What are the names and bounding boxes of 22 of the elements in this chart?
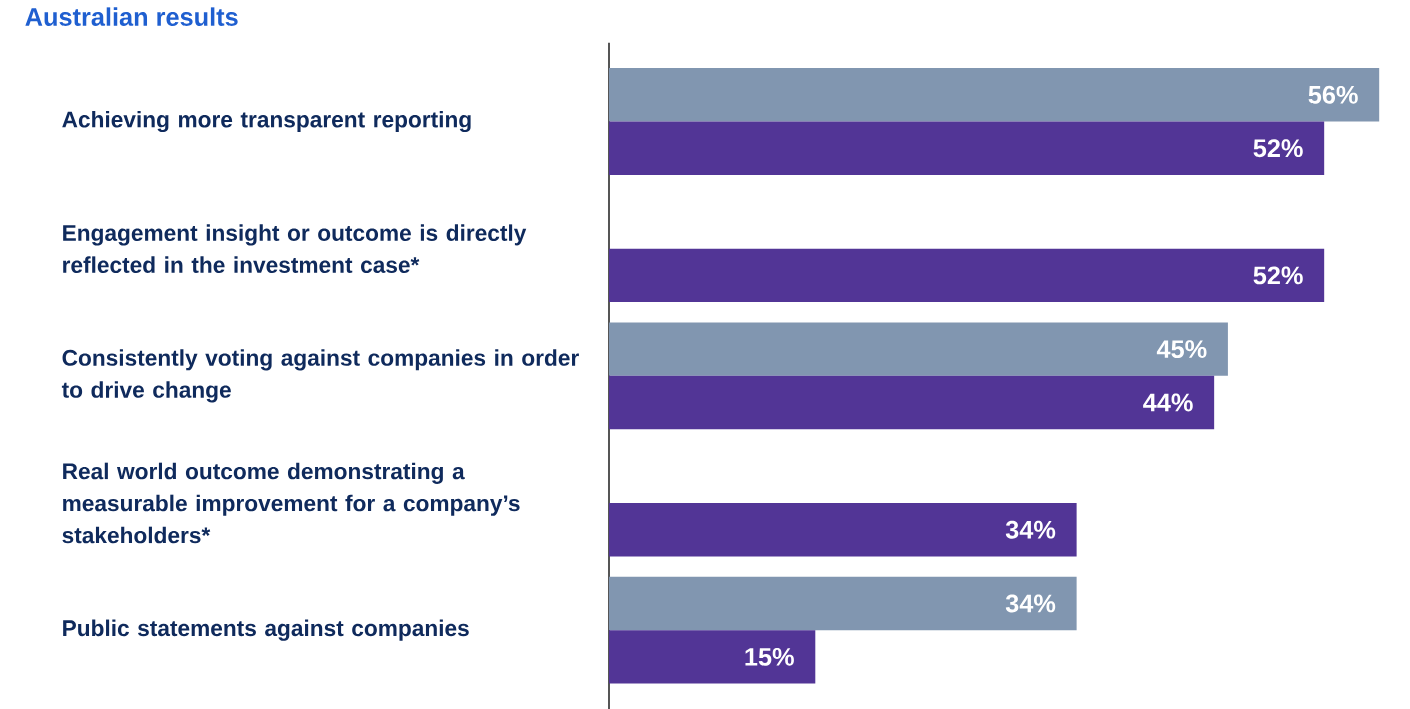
data-label: 34%	[1005, 594, 1056, 613]
y-tick-label: Achieving more transparent reporting	[62, 110, 471, 133]
bar	[609, 121, 1325, 175]
data-label: 52%	[1253, 266, 1303, 285]
data-label: 34%	[1005, 520, 1056, 539]
data-label: 56%	[1308, 85, 1358, 104]
text: Australian results	[25, 7, 238, 26]
bar	[609, 630, 816, 684]
data-label: 15%	[745, 647, 794, 666]
bar	[609, 375, 1215, 430]
bar	[609, 322, 1228, 376]
data-label: 44%	[1143, 393, 1193, 412]
bar	[609, 576, 1077, 631]
y-tick-label: Real world outcome demonstrating a measurable improvement for a company’s stakeholders*	[62, 462, 520, 544]
y-tick-label: Public statements against companies	[63, 619, 469, 641]
data-label: 52%	[1253, 139, 1303, 158]
y-tick-label: Consistently voting against companies in order to drive change	[61, 349, 579, 403]
bar	[609, 248, 1325, 303]
y-tick-label: Engagement insight or outcome is directly reflected in the investment case*	[63, 224, 527, 273]
data-label: 45%	[1156, 340, 1207, 359]
bar	[609, 68, 1380, 122]
bar	[609, 502, 1077, 557]
